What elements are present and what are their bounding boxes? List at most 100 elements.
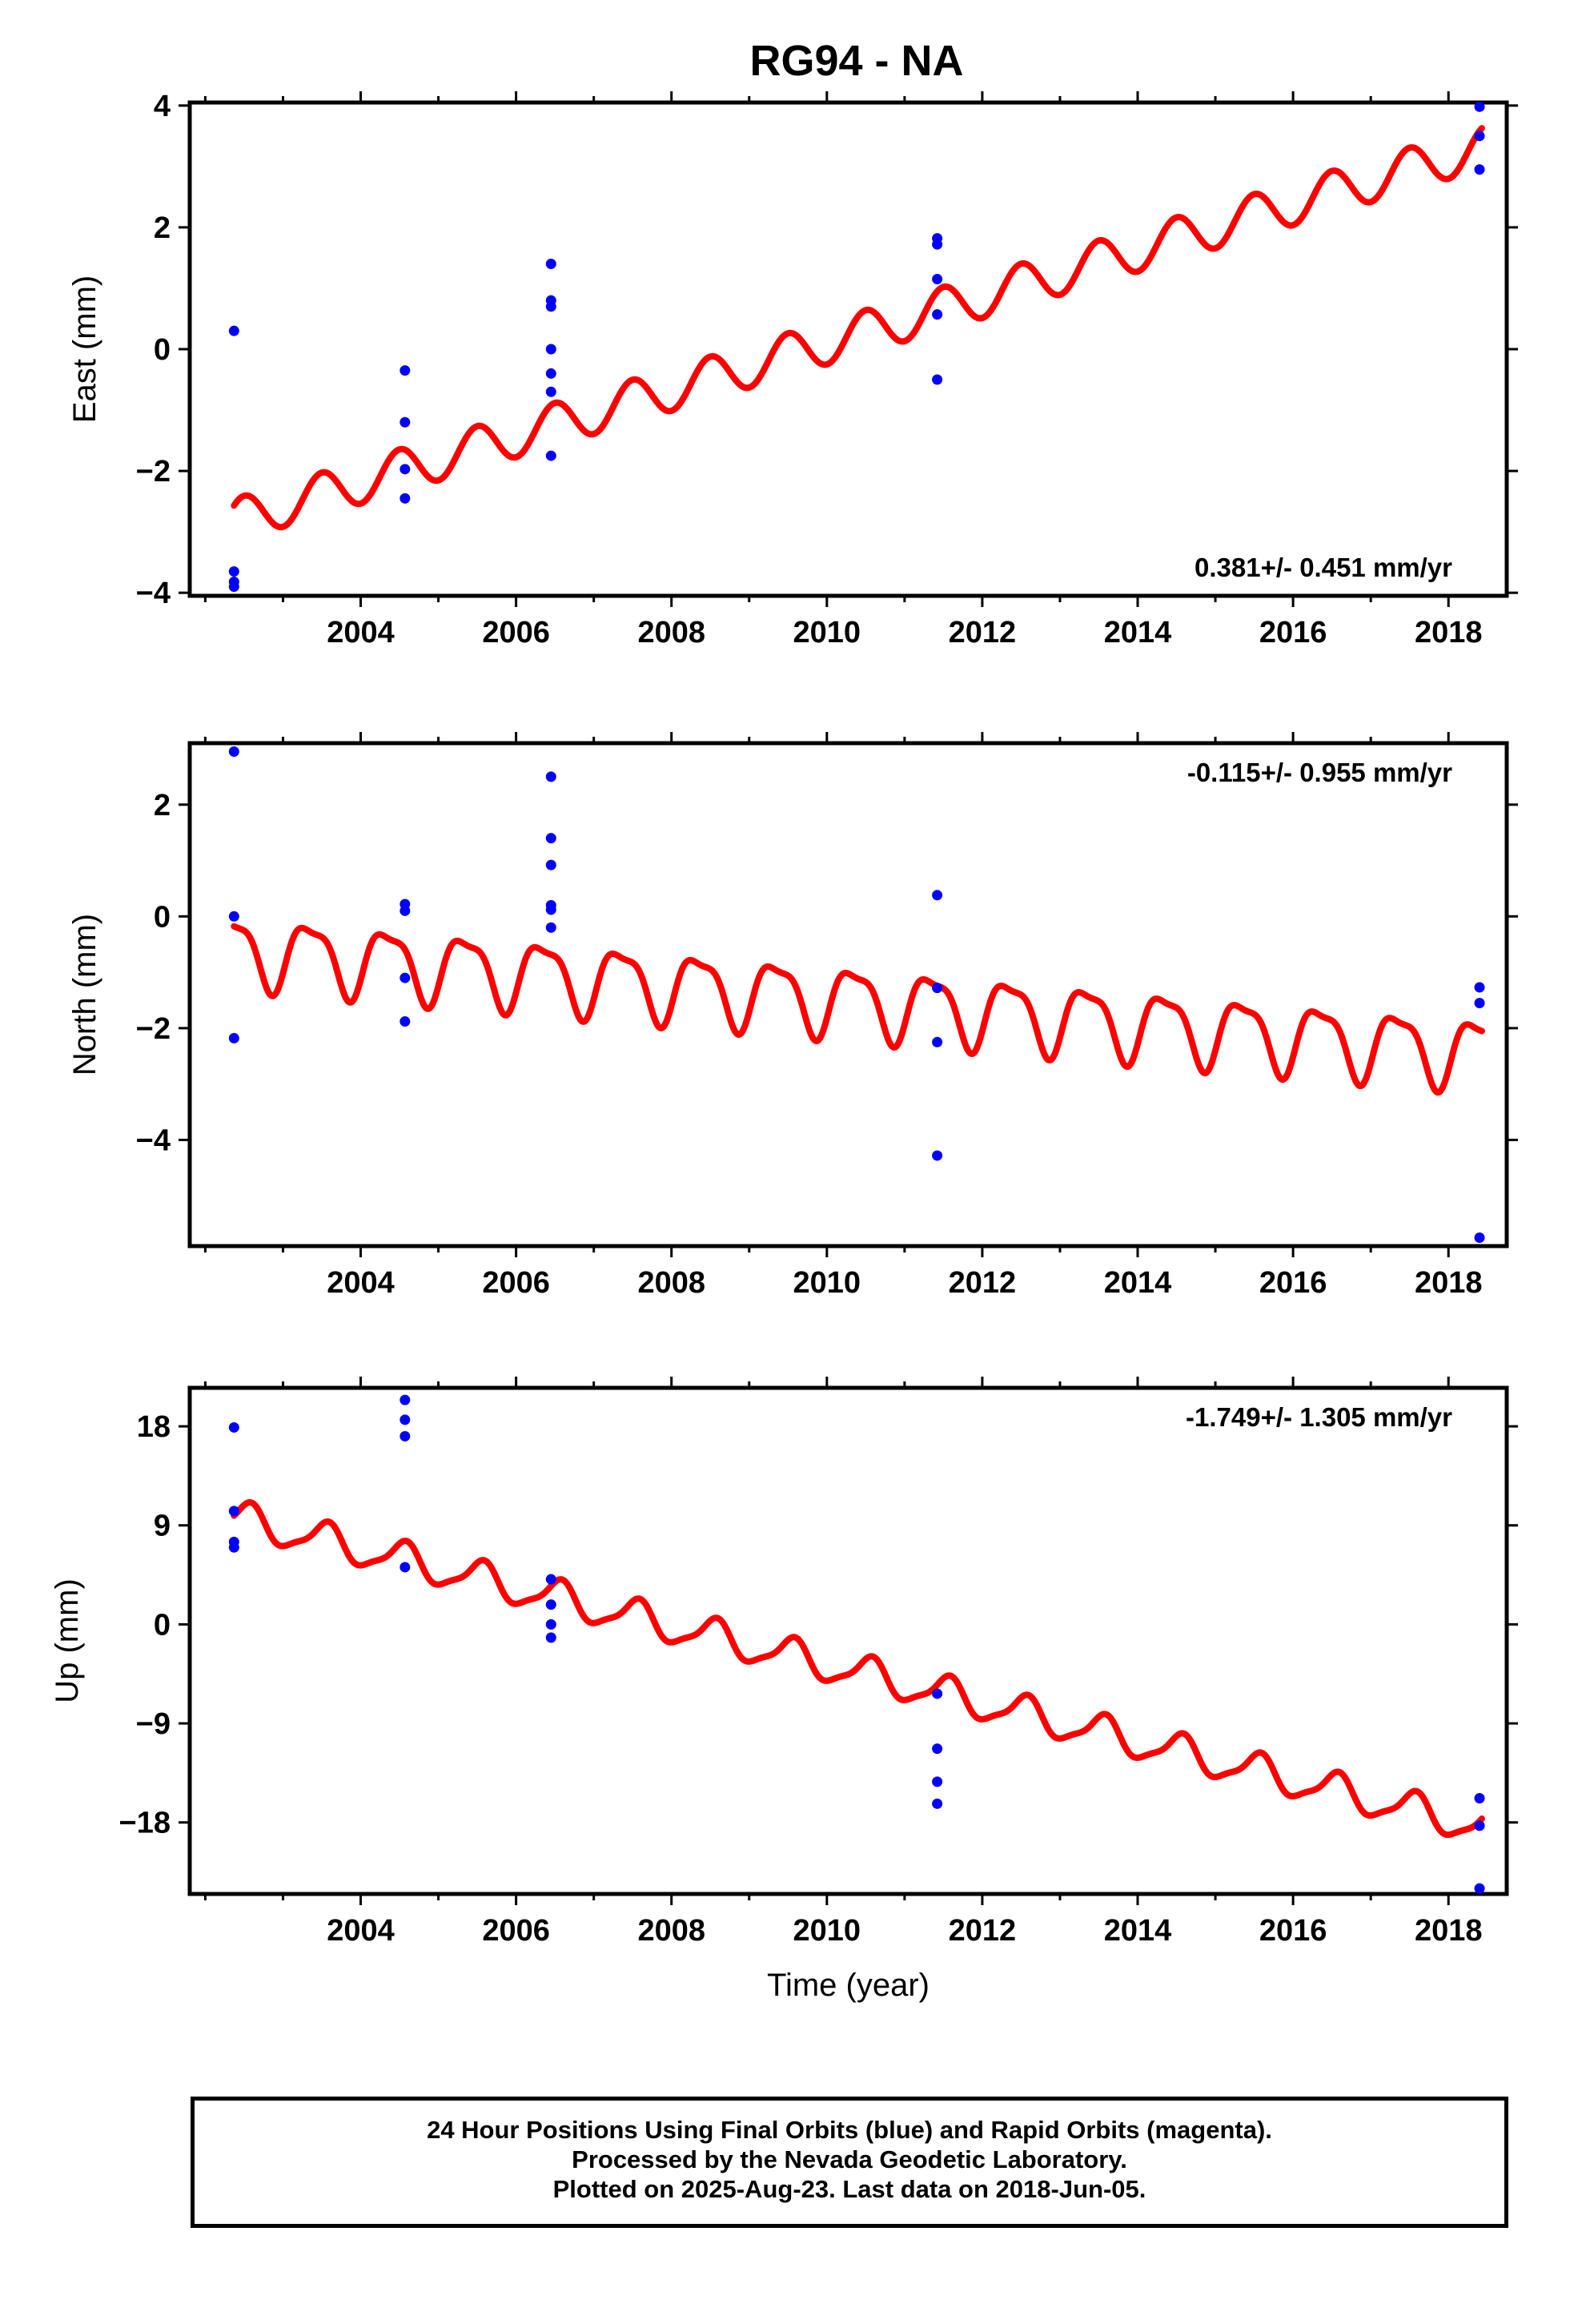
north-x-tick-label: 2004 — [327, 1266, 395, 1300]
north-data-point — [932, 1150, 943, 1161]
up-frame — [187, 1385, 1509, 1896]
up-data-point — [228, 1421, 239, 1433]
east-y-tick-label: 2 — [154, 211, 171, 245]
north-x-tick-label: 2018 — [1415, 1266, 1483, 1300]
east-data-point — [545, 386, 556, 397]
north-x-tick-label: 2006 — [482, 1266, 550, 1300]
east-data-point — [545, 368, 556, 379]
east-y-tick-label: 4 — [154, 90, 171, 123]
north-x-tick-label: 2008 — [637, 1266, 705, 1300]
east-y-tick-label: 0 — [154, 333, 171, 367]
east-data-point — [545, 450, 556, 461]
north-x-tick-label: 2010 — [793, 1266, 861, 1300]
north-data-point — [545, 904, 556, 915]
east-rate-annotation: 0.381+/- 0.451 mm/yr — [1195, 553, 1452, 582]
footer-line-orbits: 24 Hour Positions Using Final Orbits (bl… — [427, 2116, 1272, 2144]
up-data-point — [1474, 1883, 1485, 1894]
north-y-tick-label: 0 — [154, 900, 171, 934]
east-x-tick-label: 2016 — [1259, 616, 1327, 649]
east-data-point — [1474, 101, 1485, 112]
north-data-point — [545, 771, 556, 782]
up-x-tick-label: 2018 — [1415, 1914, 1483, 1948]
north-data-point — [1474, 997, 1485, 1008]
footer-line-plotted: Plotted on 2025-Aug-23. Last data on 201… — [552, 2175, 1146, 2203]
up-data-point — [545, 1632, 556, 1643]
up-data-point — [1474, 1792, 1485, 1803]
up-data-point — [400, 1394, 411, 1405]
up-data-point — [400, 1562, 411, 1573]
up-y-tick-label: 0 — [154, 1608, 171, 1642]
up-data-point — [545, 1599, 556, 1610]
up-x-tick-label: 2012 — [949, 1914, 1017, 1948]
east-x-tick-label: 2012 — [949, 616, 1017, 649]
up-data-point — [545, 1574, 556, 1585]
north-data-point — [545, 859, 556, 870]
east-data-point — [1474, 131, 1485, 142]
north-x-tick-label: 2016 — [1259, 1266, 1327, 1300]
up-x-tick-label: 2016 — [1259, 1914, 1327, 1948]
east-data-point — [932, 309, 943, 320]
east-data-point — [932, 374, 943, 385]
north-data-point — [932, 1036, 943, 1047]
up-x-tick-label: 2008 — [637, 1914, 705, 1948]
up-x-tick-label: 2006 — [482, 1914, 550, 1948]
north-data-point — [545, 833, 556, 844]
east-y-axis-label: East (mm) — [67, 275, 102, 423]
up-rate-annotation: -1.749+/- 1.305 mm/yr — [1186, 1402, 1452, 1432]
east-model-curve — [231, 125, 1485, 531]
up-y-tick-label: −18 — [119, 1807, 171, 1840]
north-data-point — [932, 983, 943, 994]
east-data-point — [228, 566, 239, 577]
north-data-point — [400, 972, 411, 983]
footer-line-processed: Processed by the Nevada Geodetic Laborat… — [572, 2145, 1127, 2173]
north-data-point — [228, 746, 239, 757]
north-data-point — [1474, 982, 1485, 993]
north-data-point — [545, 922, 556, 933]
up-y-tick-label: −9 — [136, 1707, 171, 1741]
north-data-point — [932, 890, 943, 901]
east-data-point — [400, 464, 411, 475]
up-y-tick-label: 9 — [154, 1510, 171, 1543]
east-frame — [187, 100, 1509, 598]
east-panel: 2004 2006 2008 2010 2012 2014 2016 2018 −4 −2 0 2 4 E… — [67, 90, 1518, 649]
footer-note: 24 Hour Positions Using Final Orbits (bl… — [191, 2097, 1508, 2228]
east-data-point — [228, 325, 239, 336]
north-data-point — [1474, 1232, 1485, 1244]
east-data-point — [932, 239, 943, 250]
east-data-point — [400, 493, 411, 504]
up-x-tick-label: 2014 — [1104, 1914, 1172, 1948]
east-x-tick-label: 2008 — [637, 616, 705, 649]
east-data-point — [400, 416, 411, 428]
up-data-point — [1474, 1820, 1485, 1831]
north-frame — [187, 741, 1509, 1248]
east-data-point — [932, 274, 943, 285]
east-data-point — [545, 344, 556, 355]
up-x-tick-label: 2010 — [793, 1914, 861, 1948]
north-data-point — [228, 911, 239, 922]
north-data-point — [400, 1015, 411, 1027]
north-panel: 2004 2006 2008 2010 2012 2014 2016 2018 −4 −2 0 2 No… — [67, 732, 1518, 1300]
east-data-point — [545, 259, 556, 270]
east-data-point — [1474, 164, 1485, 175]
east-y-tick-label: −4 — [136, 577, 171, 610]
east-x-tick-label: 2004 — [327, 616, 395, 649]
north-y-tick-label: 2 — [154, 789, 171, 822]
up-x-axis-label: Time (year) — [767, 1968, 930, 2003]
up-data-point — [545, 1618, 556, 1630]
north-x-tick-label: 2014 — [1104, 1266, 1172, 1300]
up-y-tick-label: 18 — [137, 1410, 171, 1444]
up-x-tick-label: 2004 — [327, 1914, 395, 1948]
up-data-point — [932, 1688, 943, 1699]
up-model-curve — [231, 1499, 1485, 1839]
east-x-tick-label: 2014 — [1104, 616, 1172, 649]
north-data-point — [400, 905, 411, 916]
up-data-point — [400, 1430, 411, 1441]
east-x-tick-label: 2006 — [482, 616, 550, 649]
east-y-tick-label: −2 — [136, 455, 171, 489]
up-panel: 2004 2006 2008 2010 2012 2014 2016 2018 −18 −9 0 9 1… — [50, 1377, 1518, 2003]
north-model-curve — [231, 923, 1485, 1096]
up-data-point — [932, 1776, 943, 1787]
up-data-point — [932, 1798, 943, 1809]
east-data-point — [545, 301, 556, 312]
